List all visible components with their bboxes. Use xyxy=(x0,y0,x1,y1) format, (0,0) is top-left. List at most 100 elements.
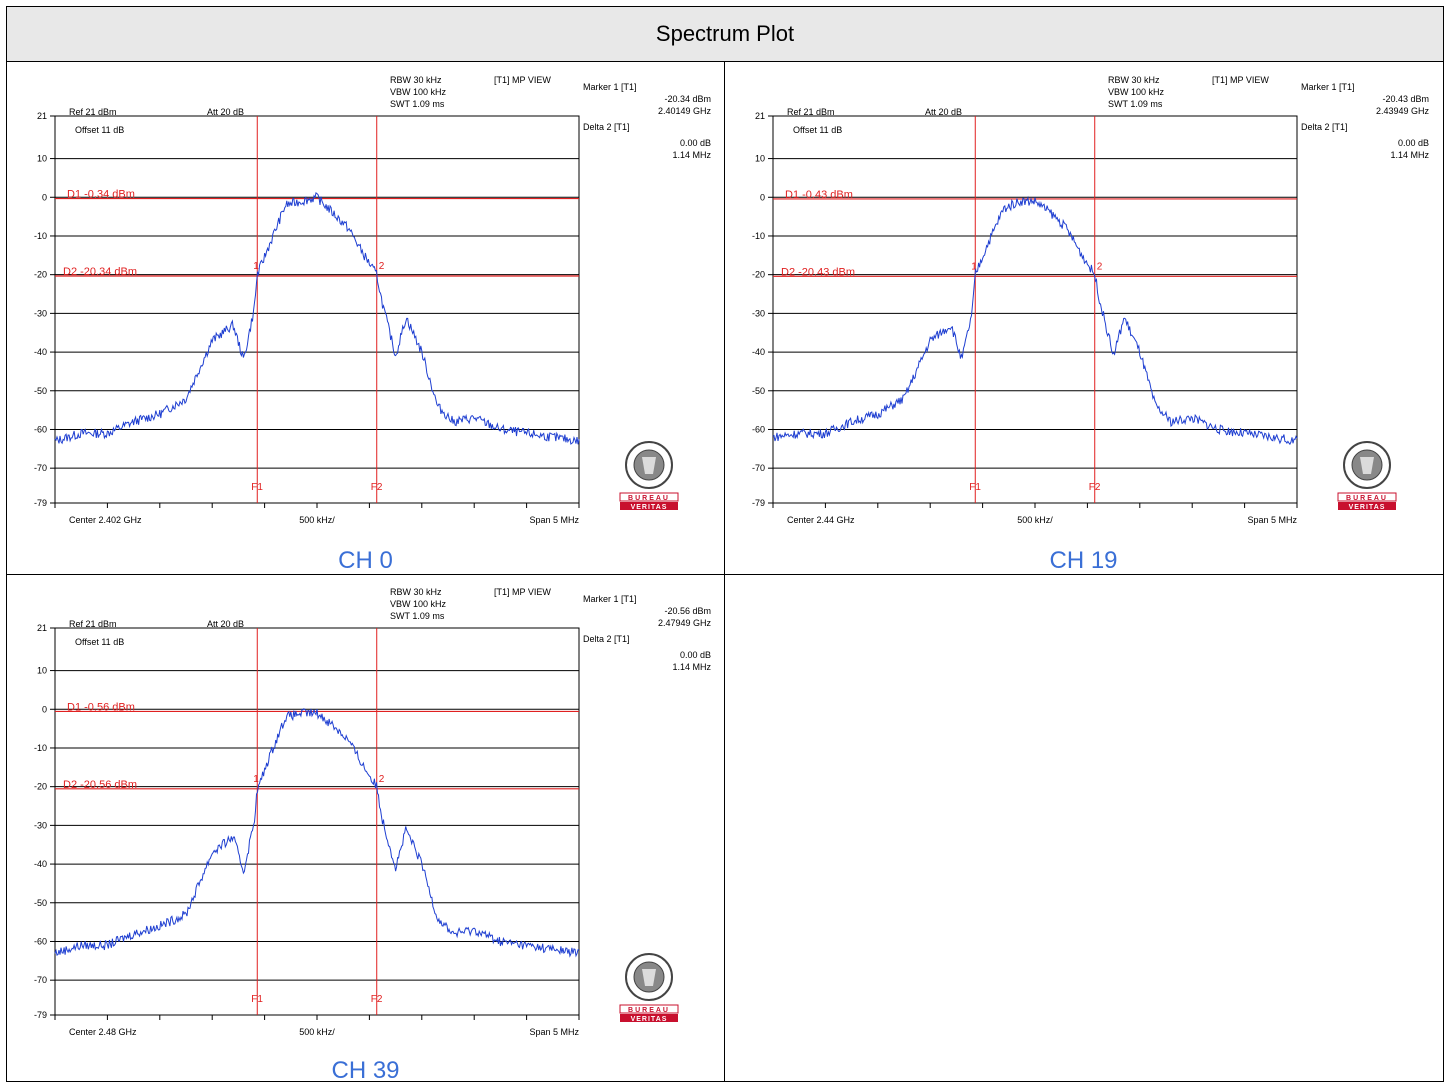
vbw-label: VBW 100 kHz xyxy=(390,87,447,97)
offset-label: Offset 11 dB xyxy=(793,125,842,135)
d1-label: D1 -0.34 dBm xyxy=(67,189,135,201)
delta2-frequency: 1.14 MHz xyxy=(1390,150,1429,160)
y-tick-label: -10 xyxy=(752,231,765,241)
view-mode-label: [T1] MP VIEW xyxy=(494,587,551,597)
y-tick-label: 0 xyxy=(42,192,47,202)
plot-frame xyxy=(54,627,580,1016)
y-tick-label: 21 xyxy=(37,111,47,121)
d1-label: D1 -0.43 dBm xyxy=(785,189,853,201)
empty-cell xyxy=(725,575,1442,1082)
y-tick-label: -70 xyxy=(34,975,47,985)
logo-band-top-text: BUREAU xyxy=(628,495,670,502)
rbw-label: RBW 30 kHz xyxy=(1108,75,1160,85)
y-tick-label: -50 xyxy=(752,386,765,396)
attenuation-label: Att 20 dB xyxy=(207,107,244,117)
d2-label: D2 -20.34 dBm xyxy=(63,266,137,278)
y-tick-label: -79 xyxy=(752,498,765,508)
view-mode-label: [T1] MP VIEW xyxy=(494,75,551,85)
span-label: Span 5 MHz xyxy=(529,515,579,525)
plot-cell-ch19: 21 10 0 -10 -20 -30 -40 -50 -60 -70 -79 Ref 21 dBm A… xyxy=(725,63,1442,574)
table-divider-vertical xyxy=(724,62,725,1082)
y-tick-label: -40 xyxy=(752,347,765,357)
view-mode-label: [T1] MP VIEW xyxy=(1212,75,1269,85)
logo-band-bottom-text: VERITAS xyxy=(631,504,668,511)
center-frequency-label: Center 2.402 GHz xyxy=(69,515,142,525)
marker1-level: -20.56 dBm xyxy=(664,606,711,616)
plot-cell-ch0: 21 10 0 -10 -20 -30 -40 -50 -60 -70 -79 Ref 21 dBm A… xyxy=(7,63,724,574)
f1-label: F1 xyxy=(969,482,981,493)
channel-caption: CH 19 xyxy=(1049,547,1118,574)
attenuation-label: Att 20 dB xyxy=(207,619,244,629)
rbw-label: RBW 30 kHz xyxy=(390,587,442,597)
y-tick-label: -70 xyxy=(34,463,47,473)
marker1-frequency: 2.43949 GHz xyxy=(1376,106,1430,116)
division-label: 500 kHz/ xyxy=(299,515,335,525)
plot-frame xyxy=(54,115,580,504)
channel-caption: CH 0 xyxy=(338,547,393,574)
y-tick-label: 10 xyxy=(37,666,47,676)
marker1-title: Marker 1 [T1] xyxy=(1301,82,1355,92)
y-tick-label: -50 xyxy=(34,386,47,396)
logo-band-top-text: BUREAU xyxy=(1346,495,1388,502)
bureau-veritas-logo: BUREAU VERITAS xyxy=(619,441,679,511)
attenuation-label: Att 20 dB xyxy=(925,107,962,117)
spectrum-trace xyxy=(772,195,1298,446)
bureau-veritas-logo: BUREAU VERITAS xyxy=(1337,441,1397,511)
f1-label: F1 xyxy=(251,482,263,493)
logo-band-top-text: BUREAU xyxy=(628,1007,670,1014)
marker2-number: 2 xyxy=(379,774,385,785)
ref-level-label: Ref 21 dBm xyxy=(69,107,117,117)
span-label: Span 5 MHz xyxy=(1247,515,1297,525)
y-tick-label: -79 xyxy=(34,498,47,508)
logo-seal-emblem xyxy=(642,969,656,986)
offset-label: Offset 11 dB xyxy=(75,125,124,135)
marker1-number: 1 xyxy=(253,261,259,272)
rbw-label: RBW 30 kHz xyxy=(390,75,442,85)
y-tick-label: -60 xyxy=(34,424,47,434)
y-tick-label: 0 xyxy=(760,192,765,202)
ref-level-label: Ref 21 dBm xyxy=(69,619,117,629)
marker2-number: 2 xyxy=(379,261,385,272)
center-frequency-label: Center 2.48 GHz xyxy=(69,1027,137,1037)
y-tick-label: -30 xyxy=(752,308,765,318)
swt-label: SWT 1.09 ms xyxy=(1108,99,1163,109)
logo-band-top xyxy=(619,1004,679,1014)
y-tick-label: -10 xyxy=(34,743,47,753)
channel-caption: CH 39 xyxy=(331,1057,400,1084)
span-label: Span 5 MHz xyxy=(529,1027,579,1037)
f2-label: F2 xyxy=(371,482,383,493)
logo-seal-emblem xyxy=(1360,457,1374,474)
y-tick-label: -70 xyxy=(752,463,765,473)
vbw-label: VBW 100 kHz xyxy=(390,599,447,609)
y-tick-label: -20 xyxy=(752,270,765,280)
delta2-title: Delta 2 [T1] xyxy=(583,634,630,644)
logo-band-top xyxy=(1337,492,1397,502)
y-tick-label: 21 xyxy=(755,111,765,121)
logo-band-bottom xyxy=(620,1014,678,1022)
y-tick-label: -50 xyxy=(34,898,47,908)
logo-band-bottom xyxy=(1338,502,1396,510)
marker1-level: -20.43 dBm xyxy=(1382,94,1429,104)
logo-band-bottom-text: VERITAS xyxy=(1349,504,1386,511)
y-tick-label: -40 xyxy=(34,859,47,869)
y-tick-label: 21 xyxy=(37,623,47,633)
y-tick-label: -20 xyxy=(34,270,47,280)
delta2-level: 0.00 dB xyxy=(680,138,711,148)
ref-level-label: Ref 21 dBm xyxy=(787,107,835,117)
table-divider-horizontal xyxy=(7,574,1443,575)
marker1-level: -20.34 dBm xyxy=(664,94,711,104)
d2-label: D2 -20.43 dBm xyxy=(781,266,855,278)
delta2-frequency: 1.14 MHz xyxy=(672,150,711,160)
marker1-frequency: 2.40149 GHz xyxy=(658,106,712,116)
marker1-number: 1 xyxy=(253,774,259,785)
marker2-number: 2 xyxy=(1097,261,1103,272)
f2-label: F2 xyxy=(1089,482,1101,493)
y-tick-label: -30 xyxy=(34,820,47,830)
y-tick-label: -79 xyxy=(34,1010,47,1020)
marker1-title: Marker 1 [T1] xyxy=(583,594,637,604)
swt-label: SWT 1.09 ms xyxy=(390,611,445,621)
spectrum-trace xyxy=(54,192,580,445)
y-tick-label: -10 xyxy=(34,231,47,241)
